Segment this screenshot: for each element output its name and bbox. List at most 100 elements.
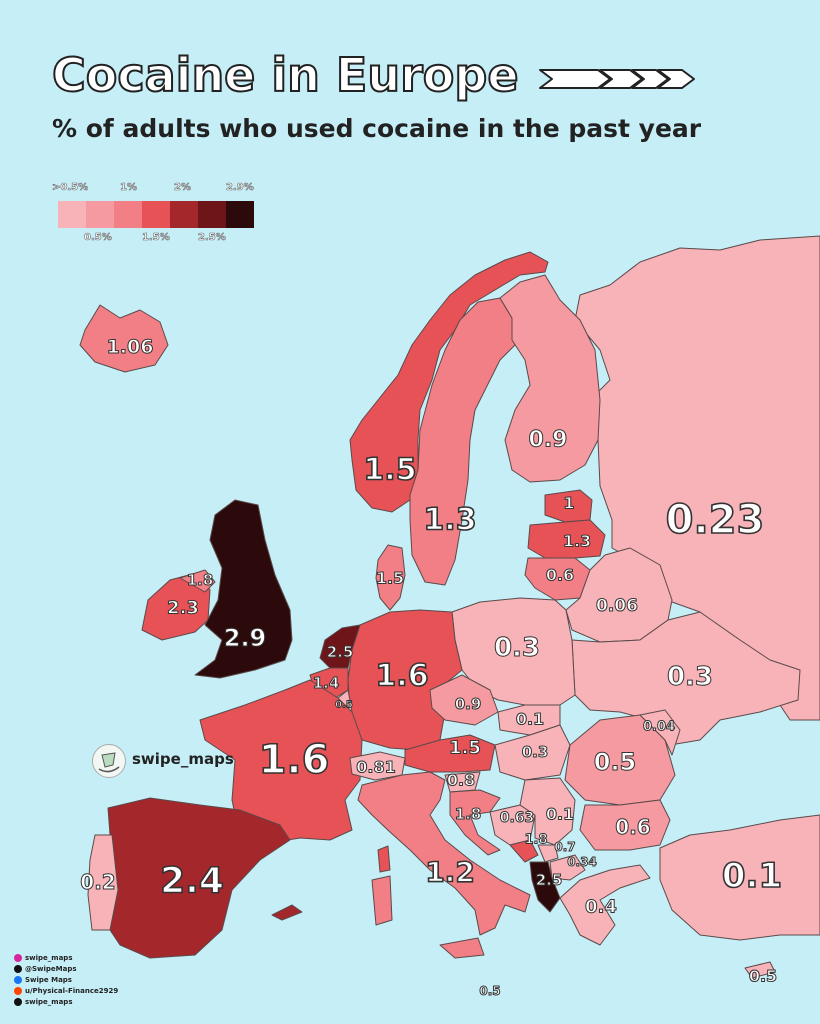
social-label: swipe_maps [25, 997, 73, 1006]
instagram-icon [14, 953, 22, 962]
legend-swatch [58, 201, 86, 228]
brand-name: swipe_maps [132, 750, 234, 768]
facebook-icon [14, 975, 22, 984]
legend-label: 2.5% [198, 232, 226, 244]
country-sicily [439, 937, 485, 959]
country-value-label: 1.4 [312, 674, 340, 693]
x-icon [14, 964, 22, 973]
country-uk [194, 499, 293, 679]
country-romania [564, 714, 676, 806]
country-value-label: 0.5 [335, 699, 354, 711]
social-link[interactable]: swipe_maps [14, 996, 118, 1007]
country-ukraine [571, 611, 801, 746]
country-hungary [494, 724, 571, 781]
country-value-label: 1.5 [449, 737, 482, 759]
country-value-label: 2.5 [535, 871, 563, 890]
country-belarus [565, 547, 673, 643]
country-czechia [429, 674, 499, 726]
country-value-label: 0.3 [493, 633, 541, 664]
country-value-label: 2.9 [223, 624, 267, 653]
country-value-label: 0.4 [585, 896, 618, 918]
legend-swatch [226, 201, 254, 228]
social-label: Swipe Maps [25, 975, 72, 984]
social-link[interactable]: swipe_maps [14, 952, 118, 963]
country-value-label: 0.3 [521, 743, 549, 762]
country-kosovo [537, 844, 559, 863]
arrows-decoration [539, 69, 695, 89]
legend-label: 2% [174, 182, 192, 194]
country-value-label: 1.2 [424, 855, 475, 890]
country-value-label: 0.9 [528, 427, 568, 453]
country-value-label: 0.6 [545, 565, 575, 585]
color-legend: >0.5% 1% 2% 2.9% 0.5% 1.5% 2.5% [52, 182, 258, 252]
country-value-label: 0.3 [666, 662, 714, 693]
country-value-label: 1 [563, 493, 575, 513]
country-turkey [659, 814, 820, 941]
country-bulgaria [579, 799, 671, 851]
country-value-label: 0.5 [748, 966, 778, 986]
country-value-label: 1.3 [423, 502, 478, 539]
country-poland [451, 597, 576, 706]
country-value-label: 1.8 [186, 571, 214, 590]
threads-icon [14, 997, 22, 1006]
country-value-label: 2.3 [167, 597, 200, 619]
country-value-label: 0.9 [454, 695, 482, 714]
country-corsica [377, 845, 391, 873]
country-value-label: 0.5 [593, 748, 637, 777]
social-link[interactable]: Swipe Maps [14, 974, 118, 985]
country-northern-ireland [179, 569, 216, 593]
legend-label: 1.5% [142, 232, 170, 244]
country-denmark [375, 544, 406, 611]
country-value-label: 0.04 [642, 719, 676, 735]
social-label: swipe_maps [25, 953, 73, 962]
legend-swatch [86, 201, 114, 228]
country-value-label: 0.5 [479, 984, 501, 999]
country-cyprus [744, 961, 776, 979]
legend-label: 1% [120, 182, 138, 194]
country-value-label: 1.06 [106, 336, 154, 359]
country-value-label: 0.6 [615, 815, 651, 840]
country-france [199, 679, 363, 843]
country-value-label: 0.2 [80, 870, 116, 895]
reddit-icon [14, 986, 22, 995]
country-value-label: 0.63 [499, 810, 535, 827]
country-austria [404, 734, 496, 773]
social-links: swipe_maps @SwipeMaps Swipe Maps u/Physical… [14, 952, 118, 1007]
country-value-label: 0.23 [665, 496, 765, 544]
country-finland [499, 274, 601, 483]
country-value-label: 2.4 [159, 860, 224, 903]
country-moldova [639, 709, 681, 756]
country-value-label: 0.34 [567, 855, 598, 870]
country-value-label: 1.6 [258, 736, 330, 784]
country-value-label: 0.81 [356, 757, 396, 777]
country-value-label: 0.1 [515, 709, 545, 729]
country-albania [529, 861, 561, 913]
legend-swatch [114, 201, 142, 228]
social-link[interactable]: @SwipeMaps [14, 963, 118, 974]
social-label: u/Physical-Finance2929 [25, 986, 119, 995]
map-title: Cocaine in Europe [51, 47, 520, 103]
country-value-label: 0.06 [596, 596, 639, 617]
country-montenegro [509, 839, 539, 863]
country-value-label: 1.6 [375, 658, 430, 695]
social-label: @SwipeMaps [25, 964, 77, 973]
country-value-label: 0.1 [545, 804, 575, 824]
country-value-label: 1.5 [375, 568, 405, 588]
social-link[interactable]: u/Physical-Finance2929 [14, 985, 118, 996]
country-italy [357, 771, 531, 936]
country-lithuania [524, 557, 591, 601]
country-value-label: 2.5 [326, 643, 354, 662]
country-value-label: 1.5 [363, 452, 418, 489]
country-croatia [449, 789, 501, 856]
country-value-label: 1.8 [524, 832, 548, 848]
country-netherlands [319, 624, 361, 669]
country-value-label: 0.8 [446, 770, 476, 790]
legend-label: >0.5% [52, 182, 89, 194]
country-value-label: 1.8 [454, 805, 482, 824]
country-sardinia [371, 875, 393, 926]
country-iceland [79, 304, 169, 373]
legend-swatch [142, 201, 170, 228]
country-balearics [271, 904, 303, 921]
country-portugal [87, 834, 119, 931]
legend-swatch [170, 201, 198, 228]
